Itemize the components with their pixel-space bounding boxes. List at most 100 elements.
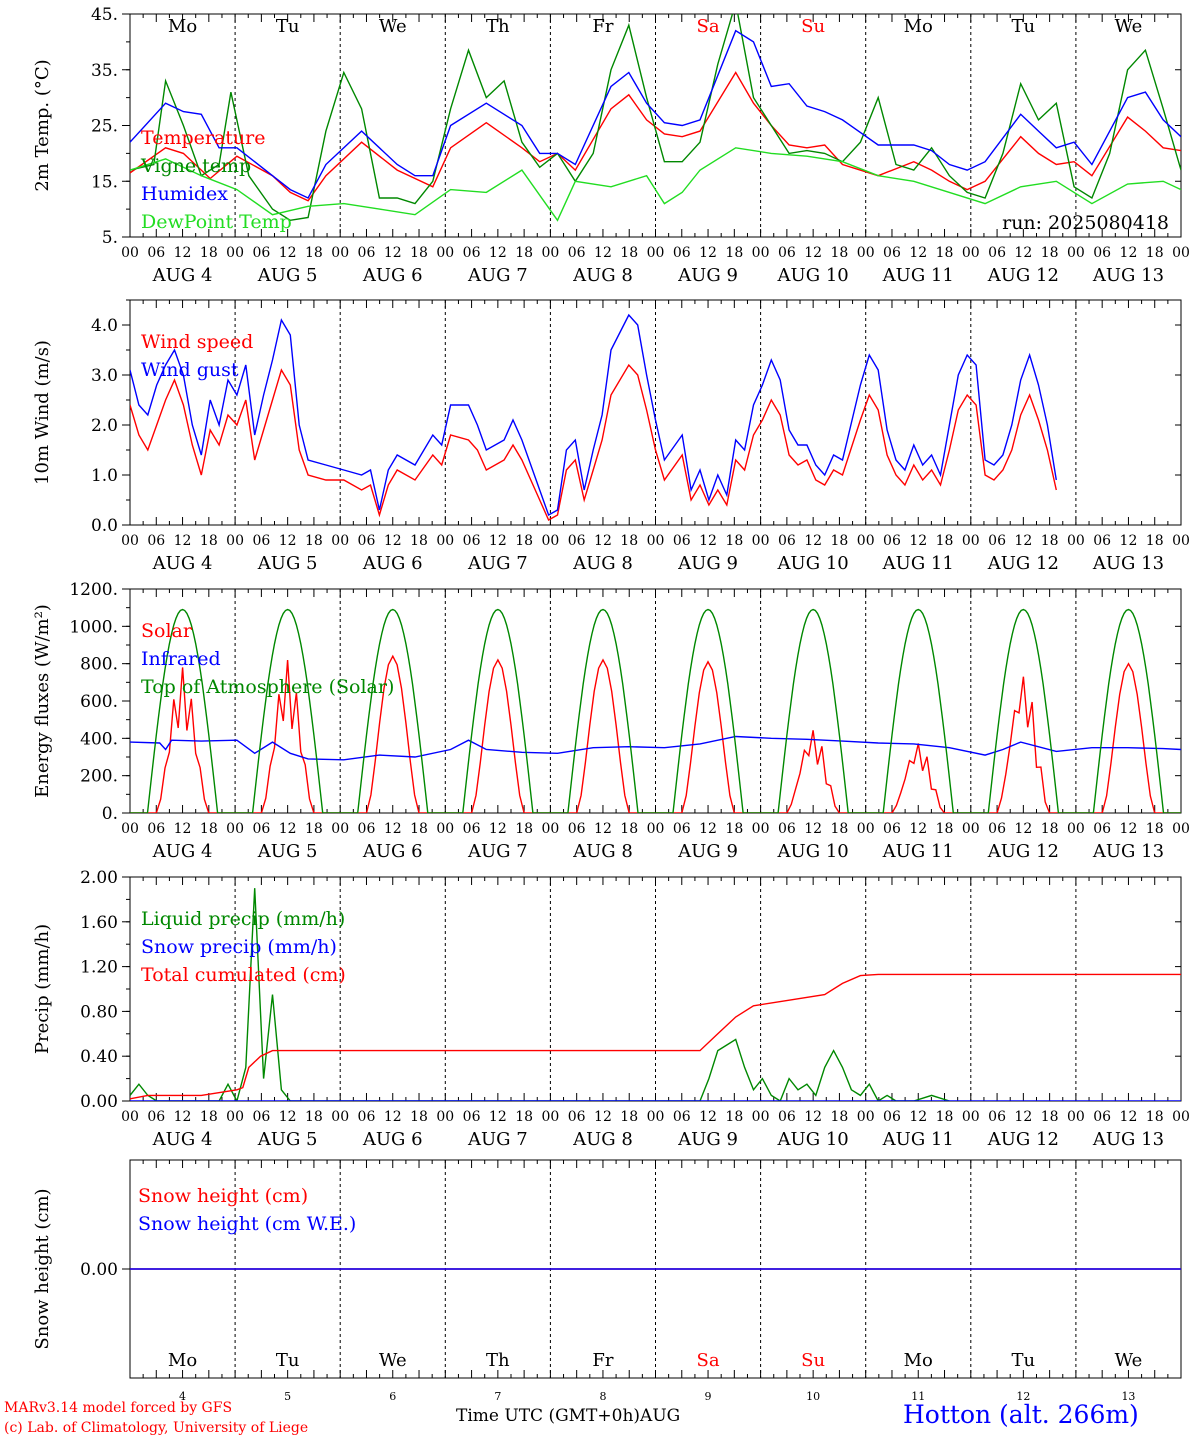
hour-tick-label: 12: [1014, 1109, 1032, 1125]
hour-tick-label: 12: [1120, 245, 1138, 261]
hour-tick-label: 12: [489, 821, 507, 837]
date-label: AUG 6: [362, 265, 423, 286]
series-line-temperature: [130, 71, 1181, 202]
hour-tick-label: 06: [988, 1109, 1006, 1125]
date-label: AUG 7: [467, 841, 528, 862]
hour-tick-label: 00: [857, 533, 875, 549]
legend-entry: Humidex: [141, 183, 228, 205]
hour-tick-label: 06: [358, 245, 376, 261]
y-tick-label: 800.: [80, 655, 118, 675]
hour-tick-label: 00: [752, 533, 770, 549]
day-name: Th: [486, 1350, 510, 1371]
hour-tick-label: 00: [1067, 245, 1085, 261]
hour-tick-label: 12: [279, 821, 297, 837]
day-name: Tu: [1012, 16, 1036, 37]
series-line-wind-gust: [130, 313, 1057, 517]
hour-tick-label: 12: [804, 821, 822, 837]
date-label: AUG 13: [1092, 841, 1164, 862]
hour-tick-label: 06: [1093, 821, 1111, 837]
hour-tick-label: 00: [436, 245, 454, 261]
hour-tick-label: 00: [752, 245, 770, 261]
hour-tick-label: 06: [147, 245, 165, 261]
panel-5: 0.00 Snow height (cm) Mo Tu We Th Fr Sa Su Mo Tu We…: [32, 1159, 1182, 1403]
hour-tick-label: 12: [174, 1109, 192, 1125]
hour-tick-label: 00: [752, 1109, 770, 1125]
panel-1: 5. 15. 25. 35. 45. 2m Temp. (°C) 00 06 12 18 AUG 4…: [32, 5, 1190, 286]
hour-tick-label: 06: [568, 1109, 586, 1125]
hour-tick-label: 12: [699, 821, 717, 837]
hour-tick-label: 00: [121, 533, 139, 549]
hour-tick-label: 00: [1067, 533, 1085, 549]
hour-tick-label: 18: [410, 245, 428, 261]
hour-tick-label: 12: [1120, 1109, 1138, 1125]
hour-tick-label: 00: [962, 533, 980, 549]
hour-tick-label: 06: [883, 533, 901, 549]
hour-tick-label: 00: [1172, 821, 1190, 837]
series-line-infrared: [130, 735, 1181, 761]
date-label: AUG 6: [362, 553, 423, 574]
legend-entry: DewPoint Temp: [141, 211, 292, 233]
day-number: 8: [599, 1390, 606, 1403]
hour-tick-label: 12: [279, 245, 297, 261]
hour-tick-label: 18: [936, 1109, 954, 1125]
panel-4: 0.00 0.40 0.80 1.20 1.60 2.00 Precip (mm/h) 00 0…: [32, 868, 1190, 1150]
hour-tick-label: 06: [778, 245, 796, 261]
series-line-liquid-precip-mm-h-: [130, 888, 950, 1101]
hour-tick-label: 00: [121, 821, 139, 837]
date-label: AUG 7: [467, 1129, 528, 1150]
day-name: Fr: [592, 1350, 613, 1371]
date-label: AUG 10: [777, 841, 849, 862]
hour-tick-label: 18: [1041, 245, 1059, 261]
y-tick-label: 1.20: [80, 958, 118, 978]
hour-tick-label: 18: [515, 533, 533, 549]
date-label: AUG 8: [572, 841, 633, 862]
date-label: AUG 11: [882, 265, 954, 286]
y-tick-label: 2.00: [80, 868, 118, 888]
hour-tick-label: 18: [1146, 245, 1164, 261]
hour-tick-label: 18: [831, 821, 849, 837]
day-name: We: [379, 1350, 407, 1371]
hour-tick-label: 12: [594, 821, 612, 837]
hour-tick-label: 18: [305, 821, 323, 837]
hour-tick-label: 12: [594, 1109, 612, 1125]
hour-tick-label: 18: [1041, 533, 1059, 549]
hour-tick-label: 06: [252, 245, 270, 261]
hour-tick-label: 12: [174, 821, 192, 837]
panel-2: 0.0 1.0 2.0 3.0 4.0 10m Wind (m/s) 00 06 12 18 AUG…: [32, 299, 1190, 574]
hour-tick-label: 00: [962, 245, 980, 261]
y-tick-label: 0.00: [80, 1260, 118, 1280]
hour-tick-label: 18: [936, 533, 954, 549]
hour-tick-label: 06: [568, 245, 586, 261]
legend-entry: Snow precip (mm/h): [141, 936, 337, 958]
hour-tick-label: 06: [147, 821, 165, 837]
legend-entry: Top of Atmosphere (Solar): [141, 676, 394, 698]
panel-3: 0. 200. 400. 600. 800. 1000. 1200. Energy fluxe…: [32, 580, 1190, 862]
hour-tick-label: 12: [489, 1109, 507, 1125]
hour-tick-label: 00: [541, 533, 559, 549]
hour-tick-label: 00: [226, 1109, 244, 1125]
hour-tick-label: 00: [226, 245, 244, 261]
y-tick-label: 0.: [102, 804, 118, 824]
legend-entry: Total cumulated (cm): [141, 964, 346, 986]
hour-tick-label: 18: [410, 533, 428, 549]
hour-tick-label: 00: [962, 1109, 980, 1125]
hour-tick-label: 06: [1093, 533, 1111, 549]
date-label: AUG 11: [882, 553, 954, 574]
hour-tick-label: 06: [1093, 1109, 1111, 1125]
legend-entry: Wind speed: [141, 331, 253, 353]
y-tick-label: 400.: [80, 729, 118, 749]
series-line-top-of-atmosphere-solar-: [130, 608, 1181, 813]
date-label: AUG 11: [882, 1129, 954, 1150]
hour-tick-label: 18: [305, 533, 323, 549]
hour-tick-label: 06: [358, 533, 376, 549]
hour-tick-label: 00: [436, 1109, 454, 1125]
hour-tick-label: 00: [1172, 245, 1190, 261]
y-tick-label: 4.0: [91, 316, 118, 336]
hour-tick-label: 18: [1041, 1109, 1059, 1125]
hour-tick-label: 18: [515, 821, 533, 837]
hour-tick-label: 06: [463, 533, 481, 549]
hour-tick-label: 00: [647, 821, 665, 837]
hour-tick-label: 18: [831, 533, 849, 549]
hour-tick-label: 00: [541, 1109, 559, 1125]
date-label: AUG 10: [777, 265, 849, 286]
